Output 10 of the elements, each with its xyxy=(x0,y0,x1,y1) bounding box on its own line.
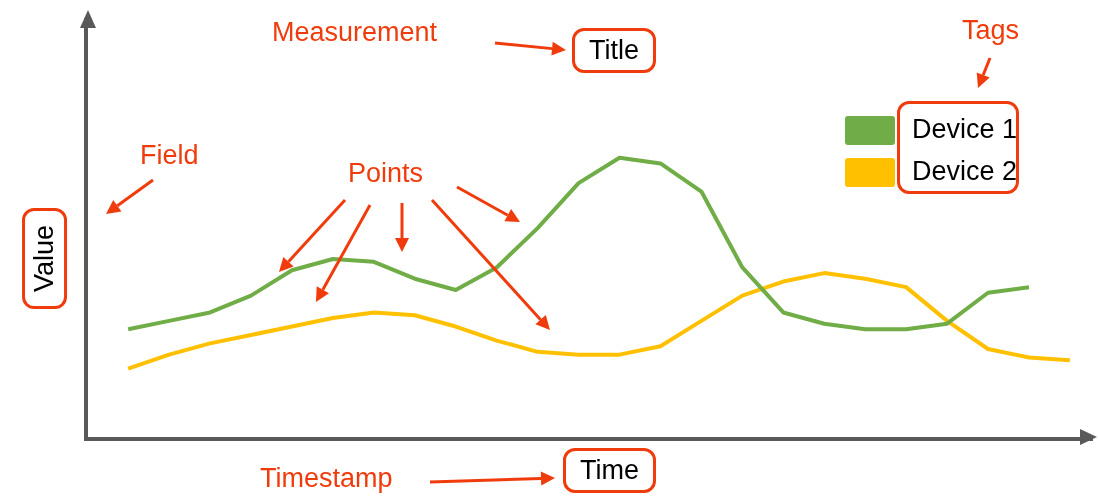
text: Tags xyxy=(962,15,1020,46)
text: Timestamp xyxy=(260,463,393,494)
y-axis-title: Value xyxy=(22,207,68,310)
chart-title: Title xyxy=(572,28,657,73)
annotation: Field xyxy=(140,140,199,171)
text: Measurement xyxy=(272,17,438,48)
annotation: Points xyxy=(348,158,424,189)
legend-label: Device 2 xyxy=(912,156,1018,187)
legend-label: Device 1 xyxy=(912,114,1018,145)
x-axis-title: Time xyxy=(563,448,656,493)
